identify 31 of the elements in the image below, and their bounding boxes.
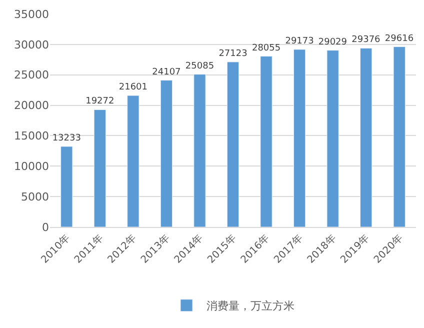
data-label: 28055 — [252, 43, 281, 54]
bar — [127, 95, 140, 227]
data-label: 13233 — [52, 133, 81, 144]
bar — [160, 80, 173, 227]
data-label: 29616 — [384, 34, 414, 44]
bar — [393, 46, 406, 227]
data-label: 29029 — [318, 37, 348, 48]
y-tick-label: 30000 — [14, 38, 49, 52]
y-tick-label: 5000 — [21, 190, 49, 204]
y-tick-label: 25000 — [14, 68, 49, 82]
bar — [260, 56, 272, 227]
y-tick-label: 10000 — [14, 160, 49, 173]
y-tick-label: 0 — [42, 220, 49, 234]
bar — [194, 74, 206, 227]
bar — [226, 62, 240, 227]
data-label: 24107 — [152, 67, 181, 78]
data-label: 25085 — [185, 61, 214, 72]
bar — [293, 49, 306, 227]
bar — [60, 146, 73, 227]
data-label: 21601 — [118, 82, 148, 93]
data-label: 19272 — [86, 96, 114, 107]
legend-label: 消费量，万立方米 — [206, 300, 294, 313]
y-tick-label: 20000 — [14, 99, 49, 112]
bar — [360, 48, 372, 227]
y-tick-label: 35000 — [14, 8, 49, 21]
bar — [94, 109, 106, 227]
y-tick-label: 15000 — [14, 130, 49, 143]
bar — [326, 50, 339, 227]
data-label: 29376 — [352, 35, 381, 46]
data-label: 29173 — [285, 36, 314, 46]
data-label: 27123 — [218, 48, 248, 59]
